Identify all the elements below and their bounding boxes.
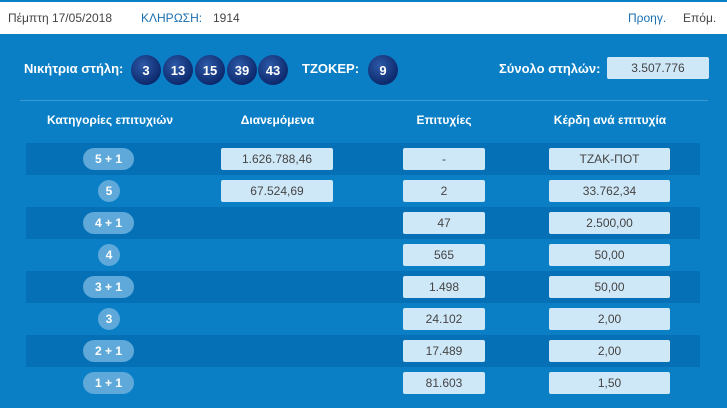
prize-value: 2.500,00	[549, 212, 670, 234]
header-categories: Κατηγορίες επιτυχιών	[46, 113, 174, 127]
joker-label: ΤΖΟΚΕΡ:	[302, 61, 360, 76]
prize-value: 33.762,34	[549, 180, 670, 202]
table-row: 5 + 1 1.626.788,46 - ΤΖΑΚ-ΠΟΤ	[26, 143, 700, 175]
category-badge: 3	[98, 308, 120, 330]
joker-ball: 9	[368, 55, 398, 85]
winners-value: 24.102	[403, 308, 485, 330]
prize-value: ΤΖΑΚ-ΠΟΤ	[549, 148, 670, 170]
draw-header: Πέμπτη 17/05/2018 ΚΛΗΡΩΣΗ: 1914 Προηγ. Ε…	[0, 0, 727, 34]
header-winners: Επιτυχίες	[416, 113, 472, 127]
next-link[interactable]: Επόμ.	[683, 11, 717, 25]
table-row: 4 + 1 47 2.500,00	[26, 207, 700, 239]
winners-value: 565	[403, 244, 485, 266]
winners-value: 17.489	[403, 340, 485, 362]
table-row: 1 + 1 81.603 1,50	[26, 367, 700, 399]
winning-label: Νικήτρια στήλη:	[24, 61, 124, 76]
prize-value: 2,00	[549, 308, 670, 330]
category-badge: 1 + 1	[83, 372, 134, 394]
prize-value: 50,00	[549, 244, 670, 266]
category-badge: 4 + 1	[83, 212, 134, 234]
winners-value: 2	[403, 180, 485, 202]
prize-value: 50,00	[549, 276, 670, 298]
previous-link[interactable]: Προηγ.	[628, 11, 667, 25]
number-ball: 43	[258, 55, 288, 85]
number-ball: 13	[163, 55, 193, 85]
total-label: Σύνολο στηλών:	[499, 61, 601, 76]
prize-value: 1,50	[549, 372, 670, 394]
winners-value: 47	[403, 212, 485, 234]
total-columns: 3.507.776	[607, 57, 709, 79]
category-badge: 3 + 1	[83, 276, 134, 298]
winners-value: 1.498	[403, 276, 485, 298]
table-row: 4 565 50,00	[26, 239, 700, 271]
number-ball: 3	[131, 55, 161, 85]
category-badge: 2 + 1	[83, 340, 134, 362]
prize-value: 2,00	[549, 340, 670, 362]
table-row: 3 + 1 1.498 50,00	[26, 271, 700, 303]
table-row: 5 67.524,69 2 33.762,34	[26, 175, 700, 207]
category-badge: 5 + 1	[83, 148, 134, 170]
category-badge: 5	[98, 180, 120, 202]
number-ball: 15	[195, 55, 225, 85]
distributed-value: 1.626.788,46	[221, 148, 333, 170]
divider	[20, 100, 708, 101]
number-ball: 39	[227, 55, 257, 85]
table-row: 3 24.102 2,00	[26, 303, 700, 335]
table-row: 2 + 1 17.489 2,00	[26, 335, 700, 367]
winners-value: 81.603	[403, 372, 485, 394]
winners-value: -	[403, 148, 485, 170]
header-prize: Κέρδη ανά επιτυχία	[553, 113, 667, 127]
header-distributed: Διανεμόμενα	[240, 113, 315, 127]
draw-number: 1914	[213, 11, 240, 25]
draw-label: ΚΛΗΡΩΣΗ:	[141, 11, 203, 25]
category-badge: 4	[98, 244, 120, 266]
draw-date: Πέμπτη 17/05/2018	[8, 11, 113, 25]
distributed-value: 67.524,69	[221, 180, 333, 202]
